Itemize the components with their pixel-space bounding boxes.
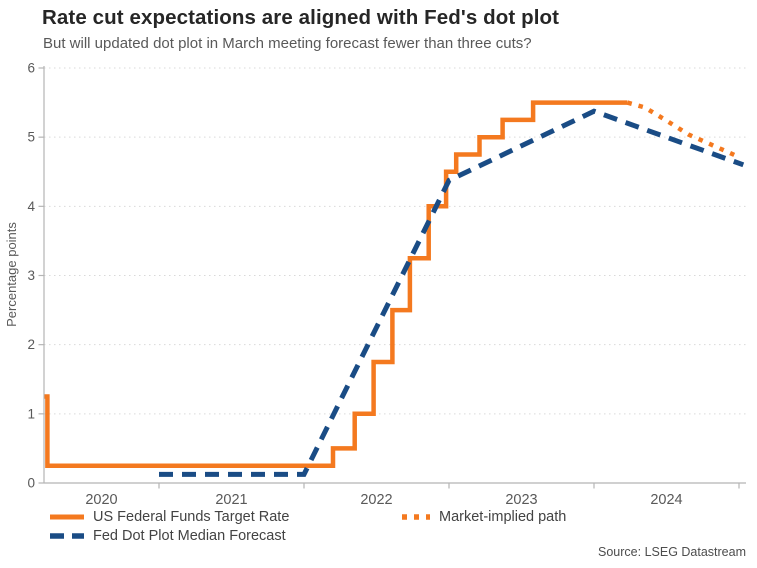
- y-tick-label: 6: [27, 61, 35, 76]
- legend-swatch-dashed-line: [50, 533, 84, 539]
- legend-label-fed-funds-rate: US Federal Funds Target Rate: [93, 509, 290, 525]
- legend-swatch-solid-line: [50, 514, 84, 520]
- x-year-label: 2020: [85, 492, 117, 505]
- y-tick-label: 1: [27, 406, 35, 421]
- x-year-label: 2021: [215, 492, 247, 505]
- legend-label-dot-plot-median: Fed Dot Plot Median Forecast: [93, 528, 286, 544]
- chart-subtitle: But will updated dot plot in March meeti…: [43, 35, 532, 52]
- source-attribution: Source: LSEG Datastream: [598, 545, 746, 559]
- y-tick-label: 3: [27, 268, 35, 283]
- legend-label-market-implied-path: Market-implied path: [439, 509, 567, 525]
- y-tick-label: 0: [27, 476, 35, 491]
- y-tick-label: 4: [27, 199, 35, 214]
- x-year-label: 2024: [650, 492, 682, 505]
- series-line-us-federal-funds-target-rate: [44, 100, 628, 468]
- legend-item-dot-plot-median: Fed Dot Plot Median Forecast: [48, 528, 286, 544]
- x-year-label: 2023: [505, 492, 537, 505]
- y-tick-label: 2: [27, 337, 35, 352]
- chart-title: Rate cut expectations are aligned with F…: [42, 6, 560, 29]
- series-line-market-implied-path: [626, 100, 736, 158]
- legend-swatch-dotted-line: [402, 514, 430, 520]
- y-axis-title: Percentage points: [4, 222, 19, 327]
- line-chart-canvas: 0 1 2 3 4 5 6 2020 2021 2022 2023 2024 Percentage po…: [4, 61, 746, 505]
- x-year-label: 2022: [360, 492, 392, 505]
- series-line-fed-dot-plot-median-forecast: [159, 108, 745, 477]
- legend-item-fed-funds-rate: US Federal Funds Target Rate: [48, 509, 289, 525]
- legend-item-market-implied-path: Market-implied path: [400, 509, 566, 525]
- y-tick-label: 5: [27, 130, 35, 145]
